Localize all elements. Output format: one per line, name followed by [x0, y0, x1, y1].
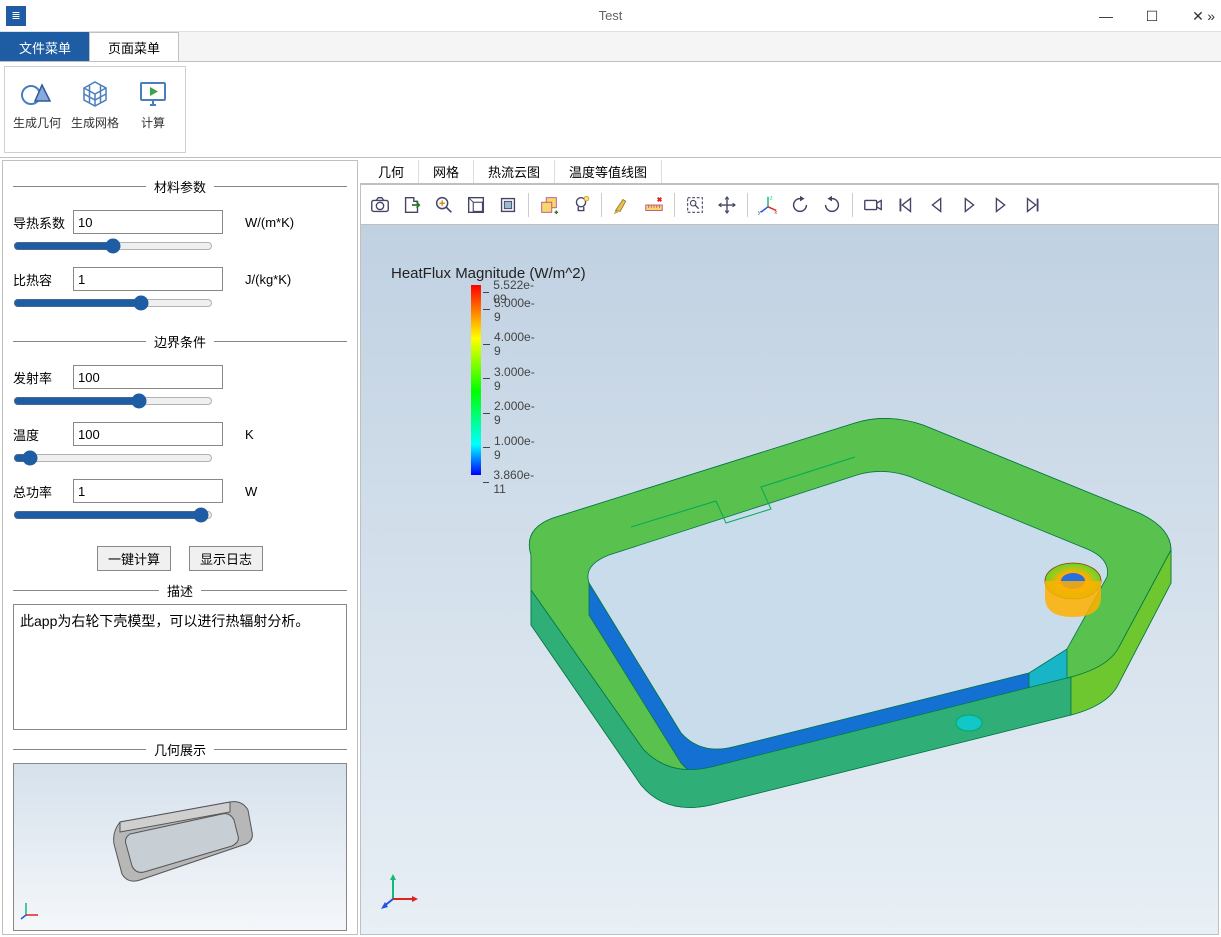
specific-heat-input[interactable] [73, 267, 223, 291]
light-icon[interactable] [566, 190, 596, 220]
monitor-play-icon [136, 76, 170, 110]
zoom-icon[interactable] [429, 190, 459, 220]
ribbon: 生成几何 生成网格 计算 [0, 62, 1221, 158]
ribbon-tab-page[interactable]: 页面菜单 [89, 32, 179, 61]
one-click-compute-button[interactable]: 一键计算 [97, 546, 171, 571]
thermal-conductivity-input[interactable] [73, 210, 223, 234]
view-tabs: 几何 网格 热流云图 温度等值线图 [360, 160, 1219, 184]
compute-label: 计算 [141, 114, 165, 131]
axes-xyz-icon[interactable]: z x y [753, 190, 783, 220]
view-tab-tempcontour[interactable]: 温度等值线图 [555, 160, 662, 183]
pan-icon[interactable] [712, 190, 742, 220]
axis-triad-icon [381, 871, 421, 914]
view-tab-geometry[interactable]: 几何 [364, 160, 419, 183]
emissivity-label: 发射率 [13, 368, 69, 387]
total-power-slider[interactable] [13, 507, 213, 523]
show-log-button[interactable]: 显示日志 [189, 546, 263, 571]
viewer-wrap: 几何 网格 热流云图 温度等值线图 z x y [360, 160, 1219, 935]
thermal-conductivity-unit: W/(m*K) [227, 215, 347, 230]
view-tab-mesh[interactable]: 网格 [419, 160, 474, 183]
titlebar: ≣ Test — ☐ ✕ [0, 0, 1221, 32]
maximize-button[interactable]: ☐ [1129, 0, 1175, 32]
temperature-row: 温度 K [13, 422, 347, 446]
gen-mesh-button[interactable]: 生成网格 [66, 70, 124, 149]
thermal-conductivity-label: 导热系数 [13, 213, 69, 232]
svg-text:y: y [758, 210, 761, 216]
gen-mesh-label: 生成网格 [71, 114, 119, 131]
rotate-ccw-icon[interactable] [785, 190, 815, 220]
emissivity-row: 发射率 [13, 365, 347, 389]
model-mesh [471, 415, 1191, 835]
description-text: 此app为右轮下壳模型，可以进行热辐射分析。 [13, 604, 347, 730]
svg-text:x: x [774, 210, 777, 216]
brush-icon[interactable] [607, 190, 637, 220]
gen-geometry-label: 生成几何 [13, 114, 61, 131]
total-power-unit: W [227, 484, 347, 499]
play-icon[interactable] [954, 190, 984, 220]
skip-first-icon[interactable] [890, 190, 920, 220]
view-toolbar: zxy » [360, 184, 1219, 224]
temperature-unit: K [227, 427, 347, 442]
preview-axis-triad-icon [20, 899, 42, 924]
temperature-slider[interactable] [13, 450, 213, 466]
emissivity-slider[interactable] [13, 393, 213, 409]
boundary-legend: 边界条件 [146, 332, 214, 351]
colorbar-tick: 4.000e-9 [483, 330, 536, 358]
multi-select-icon[interactable] [534, 190, 564, 220]
toolbar-overflow-icon[interactable]: » [1207, 8, 1215, 24]
geometry-preview-shape [80, 792, 280, 902]
ribbon-tab-file[interactable]: 文件菜单 [0, 32, 90, 61]
geometry-preview-legend: 几何展示 [146, 740, 214, 759]
description-section: 描述 此app为右轮下壳模型，可以进行热辐射分析。 [13, 581, 347, 730]
video-icon[interactable] [858, 190, 888, 220]
specific-heat-slider[interactable] [13, 295, 213, 311]
thermal-conductivity-slider[interactable] [13, 238, 213, 254]
view-tab-heatflux[interactable]: 热流云图 [474, 160, 555, 183]
window-title: Test [599, 8, 623, 23]
gen-geometry-button[interactable]: 生成几何 [8, 70, 66, 149]
cube-mesh-icon [78, 76, 112, 110]
description-legend: 描述 [159, 581, 201, 600]
colorbar-tick: 5.000e-9 [483, 296, 536, 324]
colorbar-tick: 3.000e-9 [483, 365, 536, 393]
specific-heat-row: 比热容 J/(kg*K) [13, 267, 347, 291]
total-power-row: 总功率 W [13, 479, 347, 503]
window-buttons: — ☐ ✕ [1083, 0, 1221, 32]
total-power-input[interactable] [73, 479, 223, 503]
sidebar: 材料参数 导热系数 W/(m*K) 比热容 J/(kg*K) 边界条件 发射率温度 K 总… [2, 160, 358, 935]
step-back-icon[interactable] [922, 190, 952, 220]
step-fwd-icon[interactable] [986, 190, 1016, 220]
main: 材料参数 导热系数 W/(m*K) 比热容 J/(kg*K) 边界条件 发射率温度 K 总… [0, 158, 1221, 937]
geometry-preview[interactable] [13, 763, 347, 931]
skip-last-icon[interactable] [1018, 190, 1048, 220]
boundary-section: 边界条件 发射率温度 K 总功率 W [13, 332, 347, 534]
ribbon-group: 生成几何 生成网格 计算 [4, 66, 186, 153]
specific-heat-label: 比热容 [13, 270, 69, 289]
svg-text:z: z [770, 195, 773, 201]
zoom-box-icon[interactable] [461, 190, 491, 220]
sidebar-buttons: 一键计算 显示日志 [13, 546, 347, 571]
emissivity-input[interactable] [73, 365, 223, 389]
circle-triangle-icon [20, 76, 54, 110]
temperature-input[interactable] [73, 422, 223, 446]
viewer-canvas[interactable]: HeatFlux Magnitude (W/m^2) 5.522e-095.00… [360, 224, 1219, 935]
ruler-x-icon[interactable] [639, 190, 669, 220]
app-icon: ≣ [6, 6, 26, 26]
geometry-preview-section: 几何展示 [13, 740, 347, 931]
total-power-label: 总功率 [13, 482, 69, 501]
material-legend: 材料参数 [146, 177, 214, 196]
camera-icon[interactable] [365, 190, 395, 220]
rotate-cw-icon[interactable] [817, 190, 847, 220]
export-icon[interactable] [397, 190, 427, 220]
select-box-icon[interactable] [493, 190, 523, 220]
ribbon-tabs: 文件菜单 页面菜单 [0, 32, 1221, 62]
specific-heat-unit: J/(kg*K) [227, 272, 347, 287]
material-section: 材料参数 导热系数 W/(m*K) 比热容 J/(kg*K) [13, 177, 347, 322]
thermal-conductivity-row: 导热系数 W/(m*K) [13, 210, 347, 234]
select-rect-icon[interactable] [680, 190, 710, 220]
compute-button[interactable]: 计算 [124, 70, 182, 149]
temperature-label: 温度 [13, 425, 69, 444]
minimize-button[interactable]: — [1083, 0, 1129, 32]
